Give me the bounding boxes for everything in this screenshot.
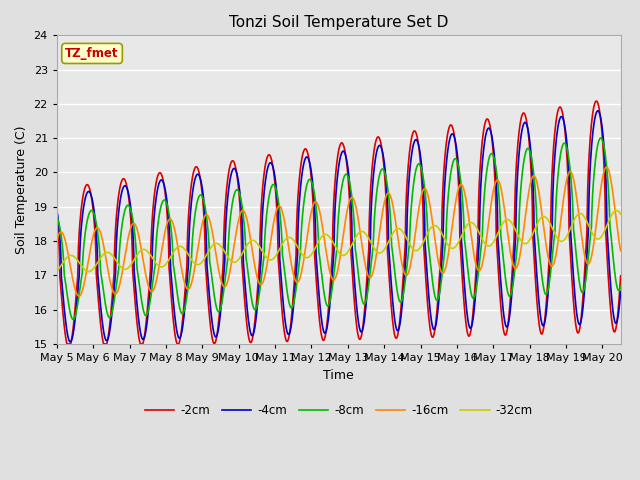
-8cm (617, 284, 625, 289)
-4cm (155, 182, 163, 188)
-2cm (268, 155, 275, 161)
-2cm (480, 127, 488, 132)
-32cm (85, 269, 93, 275)
-8cm (69, 317, 77, 323)
-2cm (617, 273, 625, 279)
-2cm (543, 300, 550, 306)
-8cm (596, 135, 604, 141)
-32cm (165, 257, 173, 263)
-32cm (53, 268, 61, 274)
-8cm (165, 211, 173, 217)
-2cm (63, 341, 71, 347)
Line: -32cm: -32cm (57, 211, 621, 272)
-4cm (594, 108, 602, 114)
-8cm (53, 214, 61, 220)
-32cm (543, 215, 550, 221)
-2cm (165, 265, 173, 271)
-32cm (155, 263, 163, 269)
-16cm (165, 216, 173, 222)
-32cm (612, 208, 620, 214)
-16cm (603, 164, 611, 170)
Legend: -2cm, -4cm, -8cm, -16cm, -32cm: -2cm, -4cm, -8cm, -16cm, -32cm (140, 399, 538, 421)
-4cm (165, 222, 173, 228)
-8cm (216, 308, 224, 313)
-2cm (593, 98, 600, 104)
-4cm (216, 316, 224, 322)
Line: -2cm: -2cm (57, 101, 621, 344)
Line: -4cm: -4cm (57, 111, 621, 342)
-16cm (75, 293, 83, 299)
-4cm (53, 207, 61, 213)
-8cm (155, 217, 163, 223)
Line: -8cm: -8cm (57, 138, 621, 320)
-2cm (216, 305, 224, 311)
-32cm (216, 242, 224, 248)
-4cm (480, 145, 488, 151)
-32cm (617, 211, 625, 217)
-32cm (480, 239, 488, 244)
Line: -16cm: -16cm (57, 167, 621, 296)
-2cm (155, 171, 163, 177)
Y-axis label: Soil Temperature (C): Soil Temperature (C) (15, 125, 28, 254)
-8cm (543, 291, 550, 297)
-8cm (480, 200, 488, 205)
-16cm (155, 267, 163, 273)
Title: Tonzi Soil Temperature Set D: Tonzi Soil Temperature Set D (229, 15, 449, 30)
-4cm (268, 160, 275, 166)
-16cm (53, 237, 61, 243)
-4cm (543, 309, 550, 315)
Text: TZ_fmet: TZ_fmet (65, 47, 119, 60)
-2cm (53, 213, 61, 219)
X-axis label: Time: Time (323, 369, 354, 382)
-16cm (268, 236, 275, 241)
-8cm (268, 185, 275, 191)
-16cm (216, 273, 224, 279)
-32cm (268, 257, 275, 263)
-4cm (617, 289, 625, 295)
-16cm (617, 248, 625, 253)
-16cm (543, 244, 550, 250)
-4cm (67, 339, 74, 345)
-16cm (480, 254, 488, 260)
